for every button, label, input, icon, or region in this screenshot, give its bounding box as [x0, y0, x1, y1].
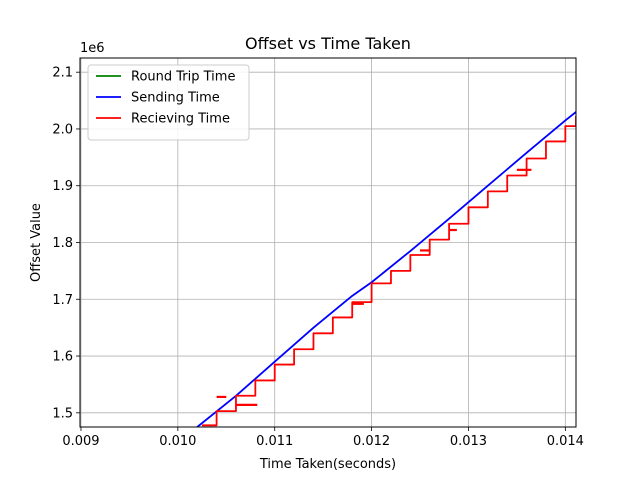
- series-layer: [196, 111, 576, 427]
- x-tick-label: 0.014: [547, 434, 584, 449]
- legend-box: [87, 64, 250, 141]
- y-tick-label: 1.6: [52, 350, 73, 365]
- chart-title: Offset vs Time Taken: [245, 34, 411, 53]
- x-tick-label: 0.012: [353, 434, 390, 449]
- grid: [80, 58, 576, 427]
- x-tick-label: 0.010: [159, 434, 196, 449]
- x-tick-label: 0.013: [450, 434, 487, 449]
- y-tick-label: 1.7: [52, 293, 73, 308]
- y-axis-offset-label: 1e6: [80, 41, 105, 56]
- legend: Round Trip Time Sending Time Recieving Tim…: [87, 64, 250, 141]
- ticks: 0.009 0.010 0.011 0.012 0.013 0.014 1.5 1.6 1.7 1…: [52, 66, 584, 449]
- y-axis-title: Offset Value: [29, 203, 44, 282]
- y-tick-label: 2.1: [52, 66, 73, 81]
- x-axis-title: Time Taken(seconds): [259, 457, 396, 472]
- y-tick-label: 2.0: [52, 122, 73, 137]
- legend-label: Round Trip Time: [131, 70, 235, 85]
- legend-label: Sending Time: [131, 91, 220, 106]
- y-tick-label: 1.9: [52, 179, 73, 194]
- x-tick-label: 0.011: [256, 434, 293, 449]
- legend-label: Recieving Time: [131, 112, 230, 127]
- y-tick-label: 1.5: [52, 406, 73, 421]
- series-line-1: [196, 111, 576, 427]
- y-tick-label: 1.8: [52, 236, 73, 251]
- x-tick-label: 0.009: [62, 434, 99, 449]
